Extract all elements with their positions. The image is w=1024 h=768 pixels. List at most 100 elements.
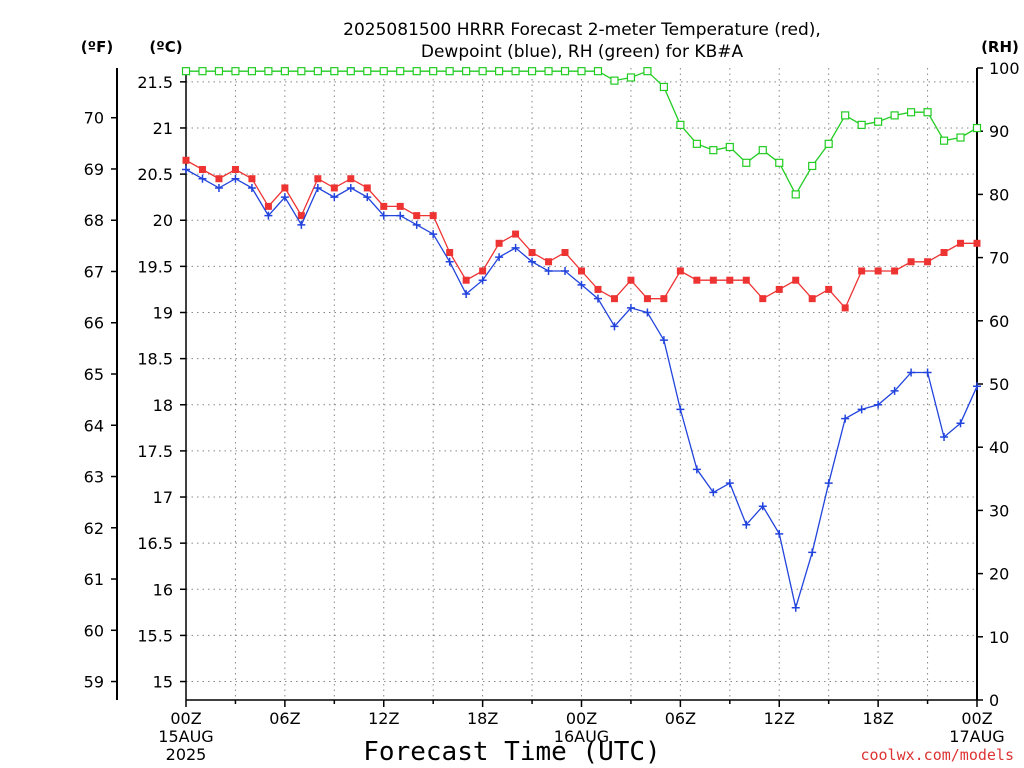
temperature-point [957, 239, 965, 247]
dewpoint-point [280, 193, 289, 202]
series-layer [181, 67, 982, 612]
rh-point [198, 67, 207, 76]
date-tick-label: 17AUG [949, 727, 1004, 746]
fahrenheit-tick-label: 68 [84, 211, 104, 230]
rh-point [462, 67, 471, 76]
temperature-point [594, 285, 602, 293]
rh-point [412, 67, 421, 76]
dewpoint-point [824, 479, 833, 488]
rh-point [676, 120, 685, 129]
chart-axes [116, 68, 978, 701]
dewpoint-point [231, 174, 240, 183]
dewpoint-point [330, 193, 339, 202]
celsius-tick-label: 17 [153, 488, 173, 507]
rh-point [775, 158, 784, 167]
dewpoint-point [775, 529, 784, 538]
time-tick-label: 00Z [170, 709, 201, 728]
rh-point [610, 76, 619, 85]
dewpoint-point [593, 294, 602, 303]
temperature-point [198, 165, 206, 173]
dewpoint-point [247, 183, 256, 192]
temperature-point [742, 276, 750, 284]
dewpoint-point [396, 211, 405, 220]
rh-tick-label: 0 [989, 691, 999, 710]
fahrenheit-tick-label: 69 [84, 160, 104, 179]
celsius-tick-label: 18 [153, 396, 173, 415]
time-tick-label: 18Z [467, 709, 498, 728]
dewpoint-point [659, 336, 668, 345]
temperature-point [907, 258, 915, 266]
year-tick-label: 2025 [166, 745, 207, 764]
dewpoint-point [528, 257, 537, 266]
rh-tick-label: 100 [989, 59, 1020, 78]
celsius-tick-label: 16.5 [137, 534, 173, 553]
unit-label-fahrenheit: (ºF) [81, 38, 113, 56]
dewpoint-point [841, 414, 850, 423]
rh-point [626, 73, 636, 82]
temperature-point [610, 295, 618, 303]
dewpoint-point [742, 520, 751, 529]
rh-point [791, 190, 800, 199]
dewpoint-point [940, 433, 949, 442]
rh-point [577, 67, 586, 76]
temperature-point [891, 267, 899, 275]
temperature-point [231, 165, 239, 173]
time-tick-label: 06Z [269, 709, 300, 728]
temperature-point [825, 285, 833, 293]
dewpoint-point [808, 548, 817, 557]
temperature-point [775, 285, 783, 293]
rh-point [247, 67, 257, 76]
dewpoint-point [363, 193, 372, 202]
rh-point [560, 67, 570, 76]
rh-point [214, 67, 224, 76]
fahrenheit-tick-label: 61 [84, 570, 104, 589]
temperature-point [924, 258, 932, 266]
temperature-series [182, 156, 981, 312]
rh-point [379, 67, 388, 76]
temperature-point [380, 202, 388, 210]
celsius-tick-label: 15.5 [137, 626, 173, 645]
rh-point [923, 108, 932, 117]
rh-point [181, 67, 191, 76]
rh-point [363, 67, 372, 76]
rh-point [445, 67, 454, 76]
dewpoint-point [182, 165, 190, 174]
celsius-tick-label: 21.5 [137, 73, 173, 92]
dewpoint-point [198, 174, 207, 183]
time-tick-label: 18Z [862, 709, 893, 728]
rh-point [808, 161, 817, 171]
temperature-point [479, 267, 487, 275]
rh-point [939, 136, 949, 145]
temperature-point [627, 276, 635, 284]
dewpoint-point [462, 290, 471, 299]
rh-point [956, 133, 965, 142]
rh-point [313, 67, 322, 76]
rh-tick-label: 40 [989, 438, 1009, 457]
rh-tick-label: 60 [989, 312, 1009, 331]
rh-point [824, 139, 833, 148]
rh-point [890, 111, 899, 120]
fahrenheit-tick-label: 66 [84, 314, 104, 333]
temperature-point [726, 276, 734, 284]
temperature-point [330, 184, 338, 192]
dewpoint-point [791, 603, 800, 612]
temperature-point [297, 212, 305, 220]
dewpoint-point [561, 266, 570, 275]
dewpoint-point [610, 322, 619, 331]
temperature-point [709, 276, 717, 284]
temperature-point [429, 212, 437, 220]
dewpoint-point [973, 382, 981, 391]
rh-point [725, 142, 734, 152]
celsius-tick-label: 20 [153, 211, 173, 230]
time-tick-label: 00Z [961, 709, 992, 728]
rh-series [181, 67, 982, 199]
dewpoint-point [429, 230, 438, 239]
dewpoint-point [676, 405, 685, 414]
temperature-point [462, 276, 470, 284]
rh-point [857, 120, 866, 129]
dewpoint-point [956, 419, 965, 428]
dewpoint-point [412, 220, 421, 229]
temperature-point [643, 295, 651, 303]
temperature-point [841, 304, 849, 312]
